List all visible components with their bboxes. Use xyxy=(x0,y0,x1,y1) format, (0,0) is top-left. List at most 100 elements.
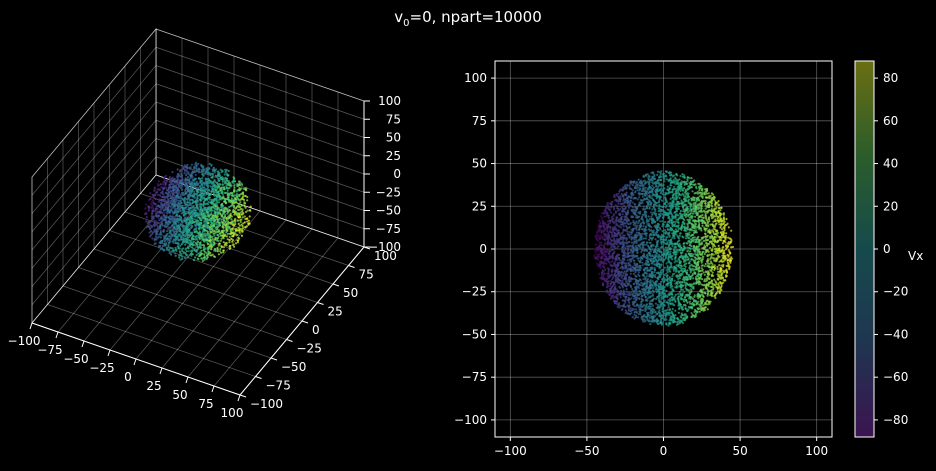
plot-3d-point xyxy=(163,218,166,221)
plot-3d-point xyxy=(242,227,245,230)
plot-3d-point xyxy=(216,248,219,251)
plot-3d-point xyxy=(200,169,204,172)
plot-3d-point xyxy=(163,244,167,247)
plot-3d-point xyxy=(225,223,228,226)
plot-3d-point xyxy=(192,237,195,241)
plot-2d-point xyxy=(704,207,707,210)
plot-2d-point xyxy=(595,233,599,236)
plot-3d-point xyxy=(194,196,197,199)
plot-3d-point xyxy=(227,180,230,183)
plot-3d-point xyxy=(192,259,196,262)
plot-3d-point xyxy=(161,207,164,210)
plot-3d-point xyxy=(212,206,215,209)
plot-3d-point xyxy=(179,170,182,173)
plot-3d-point xyxy=(196,199,199,202)
plot-2d-point xyxy=(671,275,674,278)
plot-3d-point xyxy=(180,183,183,186)
plot-3d-point xyxy=(181,220,184,223)
plot-3d-point xyxy=(210,213,213,216)
plot-3d-point xyxy=(163,181,166,184)
plot-2d-point xyxy=(722,281,725,284)
plot-3d-point xyxy=(238,228,241,232)
plot-3d-point xyxy=(175,249,178,252)
plot-3d-point xyxy=(215,189,218,192)
plot-2d-point xyxy=(710,234,713,237)
plot-3d-point xyxy=(153,189,156,192)
plot-3d-point xyxy=(238,182,241,185)
plot-3d-point xyxy=(240,234,244,237)
plot-2d-point xyxy=(626,184,629,187)
plot-3d-point xyxy=(160,203,163,206)
plot-3d-point xyxy=(222,216,225,219)
plot-3d-point xyxy=(213,230,216,233)
plot-3d-point xyxy=(227,211,230,214)
plot-3d-point xyxy=(165,186,168,189)
plot-3d-point xyxy=(232,199,235,202)
plot-2d-point xyxy=(663,273,666,276)
plot-3d-point xyxy=(191,213,194,217)
plot-3d-point xyxy=(218,250,221,253)
plot-3d-point xyxy=(208,189,211,192)
plot-3d-gridline xyxy=(31,65,157,214)
plot-2d-point xyxy=(678,307,681,310)
plot-3d-point xyxy=(233,219,236,222)
plot-3d-point xyxy=(229,221,232,224)
plot-3d-gridline xyxy=(155,65,365,138)
plot-2d-point xyxy=(663,248,666,251)
plot-3d-point xyxy=(199,246,202,249)
plot-3d-point xyxy=(228,209,231,212)
plot-3d-point xyxy=(168,235,171,238)
plot-3d-point xyxy=(241,198,245,201)
plot-3d-point xyxy=(151,200,154,203)
plot-3d-point xyxy=(171,215,174,218)
plot-3d-point xyxy=(162,230,165,233)
plot-3d-point xyxy=(168,191,171,194)
plot-3d-point xyxy=(178,226,181,229)
plot-3d-point xyxy=(243,205,246,208)
plot-2d-point xyxy=(674,293,678,296)
plot-3d-point xyxy=(212,190,215,193)
plot-3d-point xyxy=(211,253,214,256)
plot-3d-point xyxy=(156,188,159,191)
plot-3d-point xyxy=(202,243,205,247)
plot-2d-point xyxy=(710,274,713,278)
plot-3d-point xyxy=(213,179,216,182)
plot-2d-point xyxy=(648,175,651,178)
plot-2d-point xyxy=(639,269,642,272)
plot-3d-point xyxy=(171,171,174,174)
plot-3d-point xyxy=(199,193,202,196)
plot-3d-point xyxy=(210,190,213,193)
plot-3d-point xyxy=(210,222,213,226)
plot-2d-point xyxy=(633,262,636,265)
plot-3d-point xyxy=(243,221,246,224)
plot-3d-point xyxy=(231,180,234,183)
plot-3d-point xyxy=(234,197,237,200)
plot-3d-point xyxy=(211,228,214,231)
plot-3d-point xyxy=(186,240,189,243)
plot-3d-point xyxy=(228,235,231,239)
plot-2d-point xyxy=(718,206,721,210)
plot-3d-point xyxy=(203,206,206,209)
plot-3d-point xyxy=(208,226,211,229)
plot-2d-point xyxy=(706,308,709,311)
plot-3d-tick-x xyxy=(237,394,241,402)
plot-2d-point xyxy=(632,282,635,286)
plot-3d-point xyxy=(183,211,186,214)
plot-3d-tick-label-x: 75 xyxy=(198,397,213,411)
plot-2d-point xyxy=(629,286,633,289)
plot-2d-point xyxy=(673,272,676,275)
plot-3d-point xyxy=(186,231,189,234)
plot-2d-point xyxy=(653,271,656,274)
plot-3d-point xyxy=(217,193,220,196)
plot-2d-point xyxy=(698,189,701,192)
plot-3d[interactable]: −100−75−50−250255075100−100−75−50−250255… xyxy=(8,27,401,420)
plot-3d-point xyxy=(168,180,171,183)
plot-2d-point xyxy=(636,189,639,192)
plot-3d-point xyxy=(198,223,201,226)
plot-3d-point xyxy=(231,192,234,195)
plot-3d-point xyxy=(237,204,240,207)
plot-3d-point xyxy=(168,215,171,218)
plot-3d-point xyxy=(176,204,179,207)
plot-3d-point xyxy=(153,225,156,228)
